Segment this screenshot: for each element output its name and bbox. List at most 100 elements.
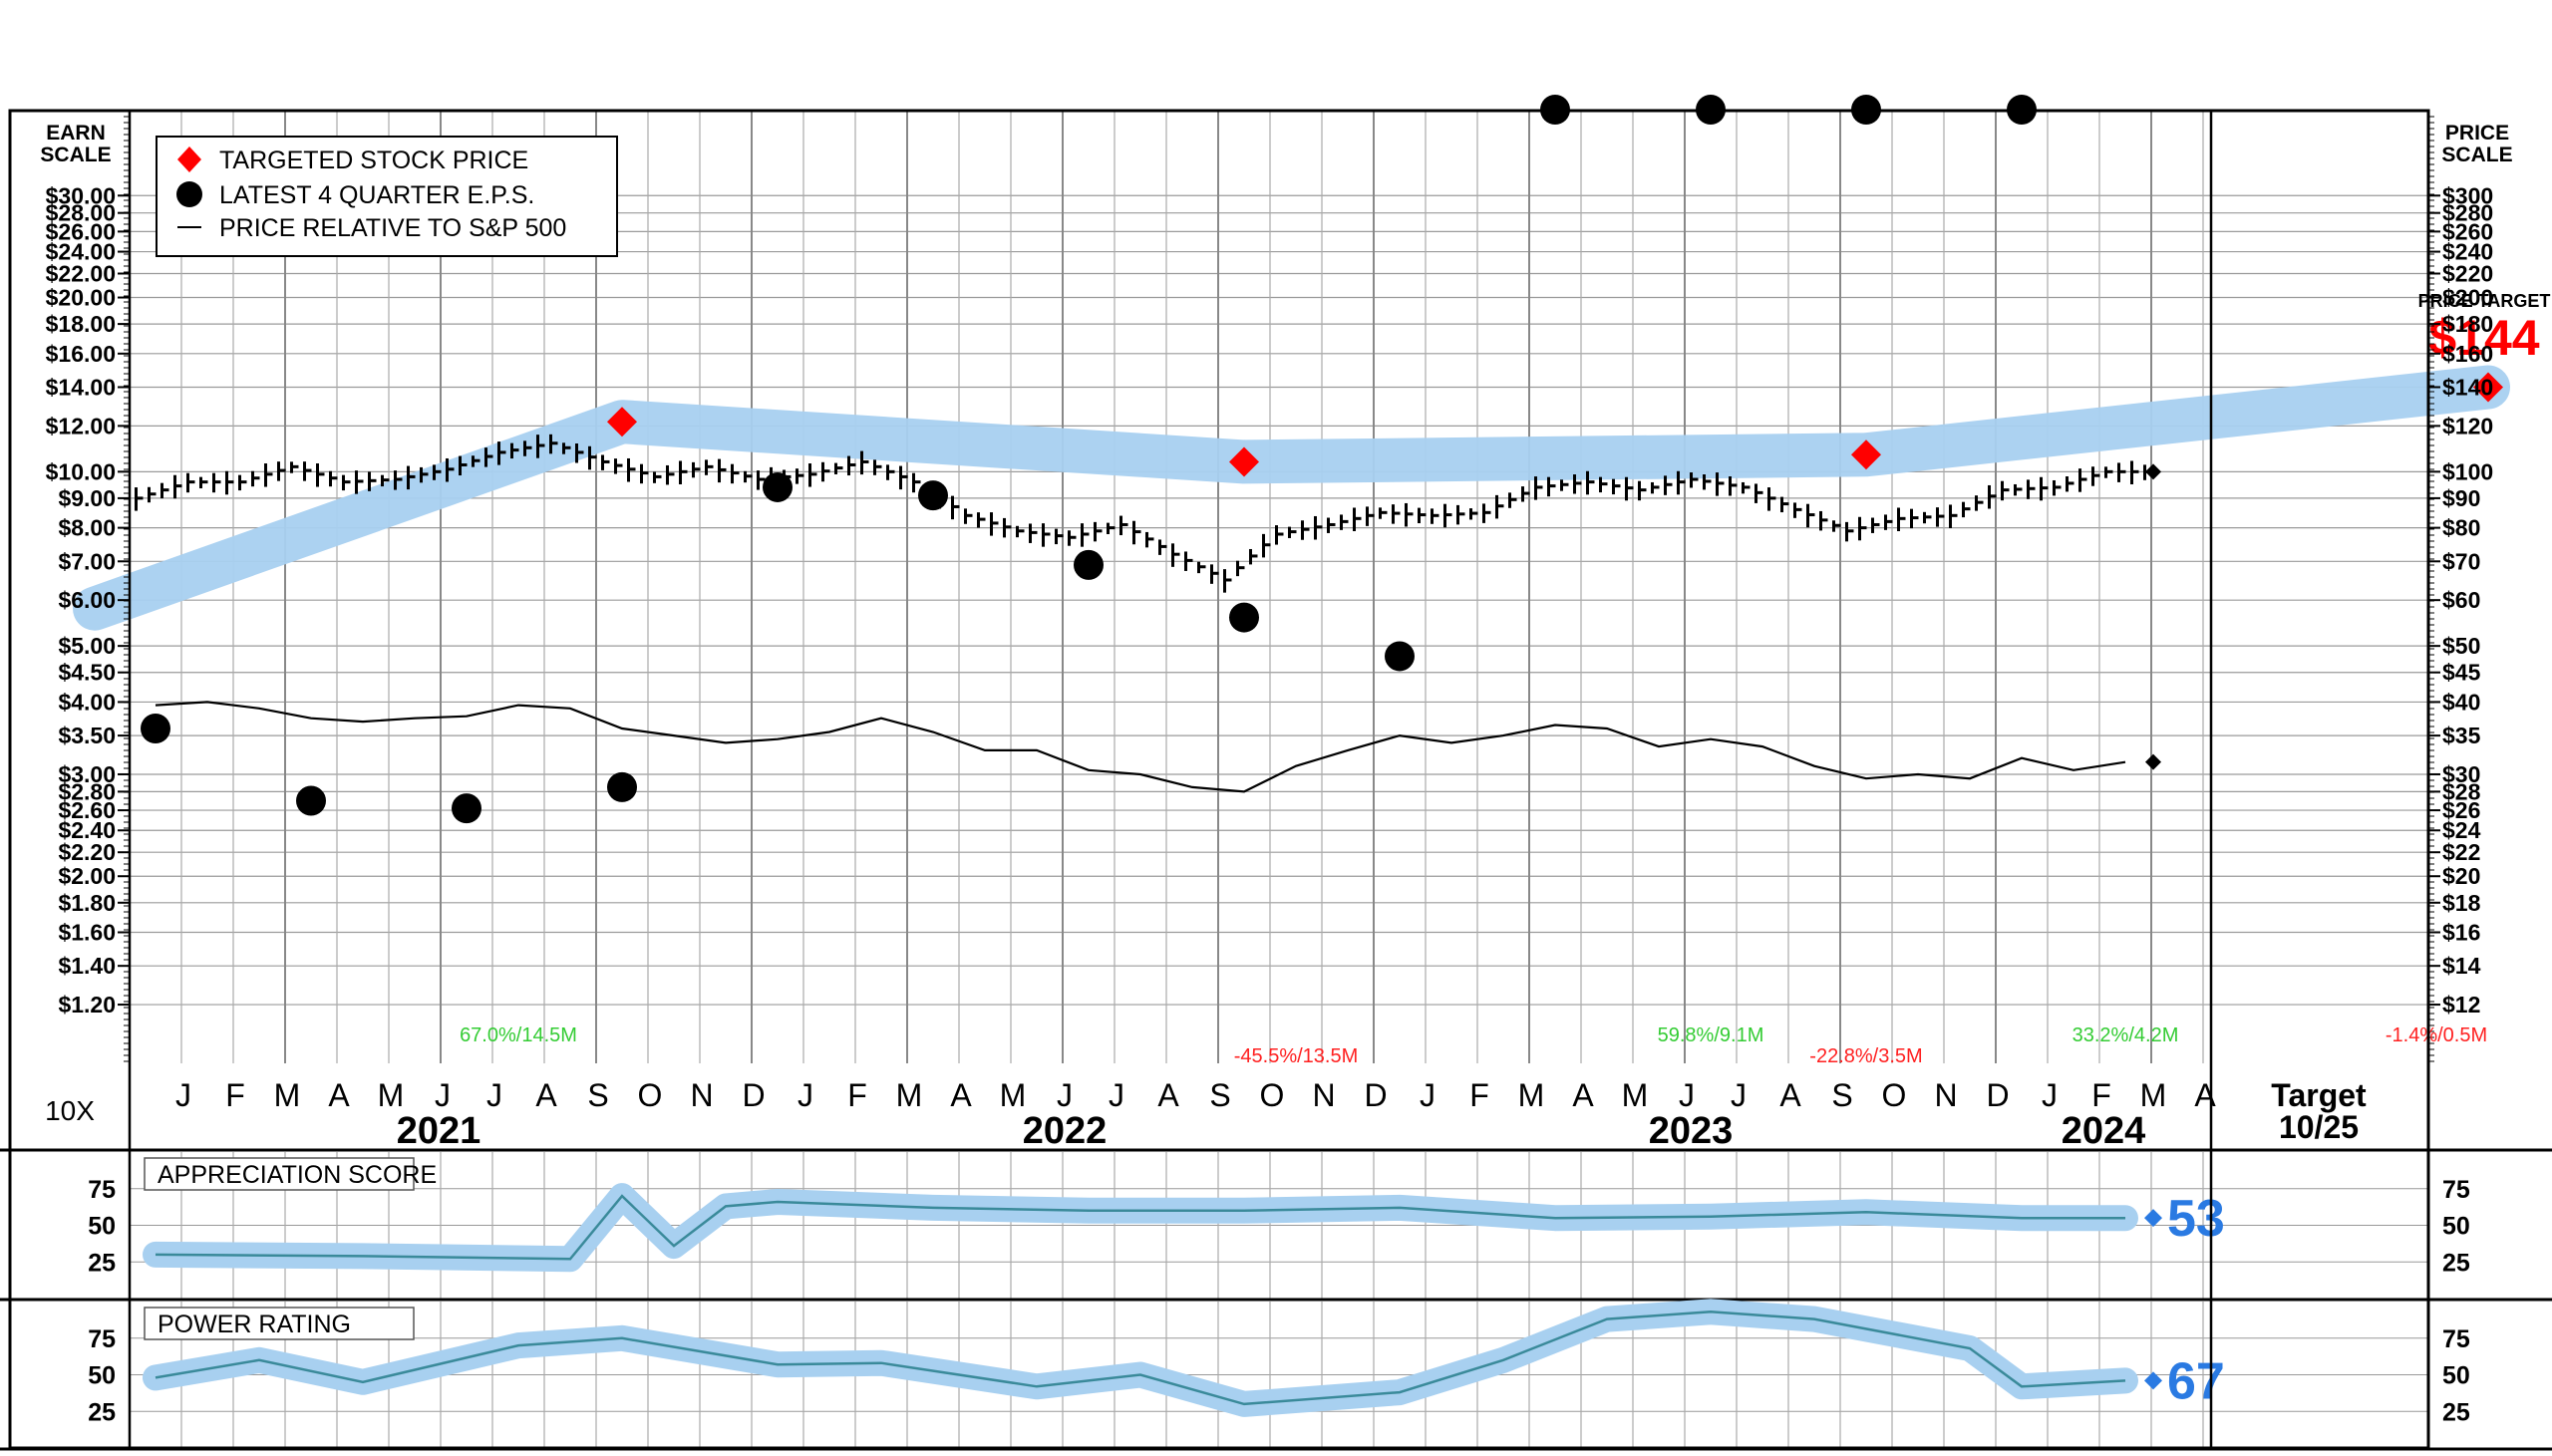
month-label: J <box>175 1077 191 1113</box>
month-label: M <box>274 1077 301 1113</box>
price-scale-title: PRICE <box>2445 122 2509 145</box>
right-tick-label: $50 <box>2442 633 2480 659</box>
right-tick-label: $30 <box>2442 761 2480 787</box>
right-tick-label: $200 <box>2442 285 2493 311</box>
right-tick-label: $60 <box>2442 587 2480 613</box>
month-label: M <box>2140 1077 2167 1113</box>
left-tick-label: $5.00 <box>58 633 116 659</box>
performance-label: 59.8%/9.1M <box>1658 1024 1764 1046</box>
month-label: O <box>1882 1077 1907 1113</box>
eps-dot <box>763 471 793 502</box>
eps-dot <box>1074 549 1104 580</box>
left-tick-label: $26.00 <box>46 218 116 244</box>
right-tick-label: $28 <box>2442 778 2481 804</box>
target-column-date: 10/25 <box>2279 1109 2359 1145</box>
power-rating-tick-left: 50 <box>88 1362 116 1390</box>
left-tick-label: $22.00 <box>46 260 116 286</box>
month-label: S <box>1209 1077 1230 1113</box>
appreciation-score-tick-right: 50 <box>2442 1213 2470 1241</box>
month-label: A <box>950 1077 972 1113</box>
right-tick-label: $22 <box>2442 839 2480 865</box>
month-label: S <box>587 1077 608 1113</box>
price-target-label: PRICE TARGET <box>2418 291 2551 311</box>
left-tick-label: $30.00 <box>46 182 116 208</box>
power-rating-title-box <box>144 1307 415 1340</box>
last-price-marker <box>2145 463 2161 480</box>
right-tick-label: $26 <box>2442 797 2480 823</box>
right-tick-label: $12 <box>2442 992 2480 1018</box>
month-label: F <box>2091 1077 2111 1113</box>
left-tick-label: $20.00 <box>46 285 116 311</box>
relative-last-marker <box>2145 753 2161 770</box>
power-rating-tick-right: 50 <box>2442 1362 2470 1390</box>
power-rating-tick-left: 75 <box>88 1325 116 1353</box>
right-tick-label: $14 <box>2442 953 2481 979</box>
month-label: F <box>847 1077 867 1113</box>
right-tick-label: $280 <box>2442 200 2493 226</box>
month-label: A <box>1779 1077 1801 1113</box>
left-tick-label: $8.00 <box>58 515 116 541</box>
target-price-marker <box>1851 439 1881 470</box>
month-label: O <box>1260 1077 1285 1113</box>
month-label: J <box>1420 1077 1436 1113</box>
left-tick-label: $1.40 <box>58 953 116 979</box>
appreciation-score-line <box>155 1194 2125 1261</box>
month-label: J <box>1109 1077 1124 1113</box>
target-price-marker <box>2473 372 2503 403</box>
legend-label: PRICE RELATIVE TO S&P 500 <box>219 214 566 242</box>
right-tick-label: $260 <box>2442 218 2493 244</box>
eps-dot <box>1229 602 1259 633</box>
right-tick-label: $40 <box>2442 689 2480 715</box>
right-tick-label: $160 <box>2442 341 2493 367</box>
performance-label: -45.5%/13.5M <box>1234 1045 1359 1067</box>
appreciation-score-tick-left: 25 <box>88 1249 116 1277</box>
right-tick-label: $20 <box>2442 863 2480 889</box>
left-tick-label: $28.00 <box>46 200 116 226</box>
month-label: J <box>798 1077 813 1113</box>
month-label: M <box>1518 1077 1545 1113</box>
left-tick-label: $2.80 <box>58 778 116 804</box>
month-label: A <box>535 1077 557 1113</box>
legend-label: LATEST 4 QUARTER E.P.S. <box>219 181 534 209</box>
month-label: J <box>435 1077 451 1113</box>
month-label: N <box>1312 1077 1335 1113</box>
power-rating-title: POWER RATING <box>158 1310 351 1338</box>
month-label: F <box>225 1077 245 1113</box>
appreciation-score-tick-right: 25 <box>2442 1249 2470 1277</box>
month-label: J <box>1731 1077 1747 1113</box>
appreciation-score-tick-right: 75 <box>2442 1176 2470 1204</box>
performance-label: 33.2%/4.2M <box>2073 1024 2179 1046</box>
power-rating-tick-left: 25 <box>88 1398 116 1426</box>
appreciation-score-title-box <box>144 1157 415 1191</box>
eps-dot <box>918 480 948 511</box>
month-label: M <box>1000 1077 1027 1113</box>
left-tick-label: $4.00 <box>58 689 116 715</box>
left-tick-label: $4.50 <box>58 660 116 686</box>
year-label: 2021 <box>397 1110 481 1152</box>
target-price-marker <box>1229 446 1259 477</box>
right-tick-label: $180 <box>2442 311 2493 337</box>
legend-label: TARGETED STOCK PRICE <box>219 146 528 174</box>
left-tick-label: $14.00 <box>46 374 116 400</box>
month-label: S <box>1831 1077 1852 1113</box>
power-rating-tick-right: 25 <box>2442 1398 2470 1426</box>
right-tick-label: $35 <box>2442 723 2481 748</box>
appreciation-score-title: APPRECIATION SCORE <box>158 1161 437 1189</box>
multiplier-label: 10X <box>45 1095 95 1126</box>
target-price-marker <box>607 407 637 437</box>
right-tick-label: $80 <box>2442 515 2480 541</box>
eps-dot <box>1385 641 1415 672</box>
month-label: J <box>2042 1077 2058 1113</box>
month-label: J <box>486 1077 502 1113</box>
appreciation-score-tick-left: 50 <box>88 1213 116 1241</box>
right-tick-label: $45 <box>2442 660 2481 686</box>
power-rating-current-value: 67 <box>2167 1352 2225 1410</box>
appreciation-score-tick-left: 75 <box>88 1176 116 1204</box>
month-label: D <box>1364 1077 1387 1113</box>
earn-scale-title: SCALE <box>40 144 111 166</box>
eps-dot <box>452 793 481 824</box>
eps-dot <box>141 713 170 743</box>
appreciation-score-current-value: 53 <box>2167 1190 2225 1248</box>
right-tick-label: $70 <box>2442 548 2480 574</box>
